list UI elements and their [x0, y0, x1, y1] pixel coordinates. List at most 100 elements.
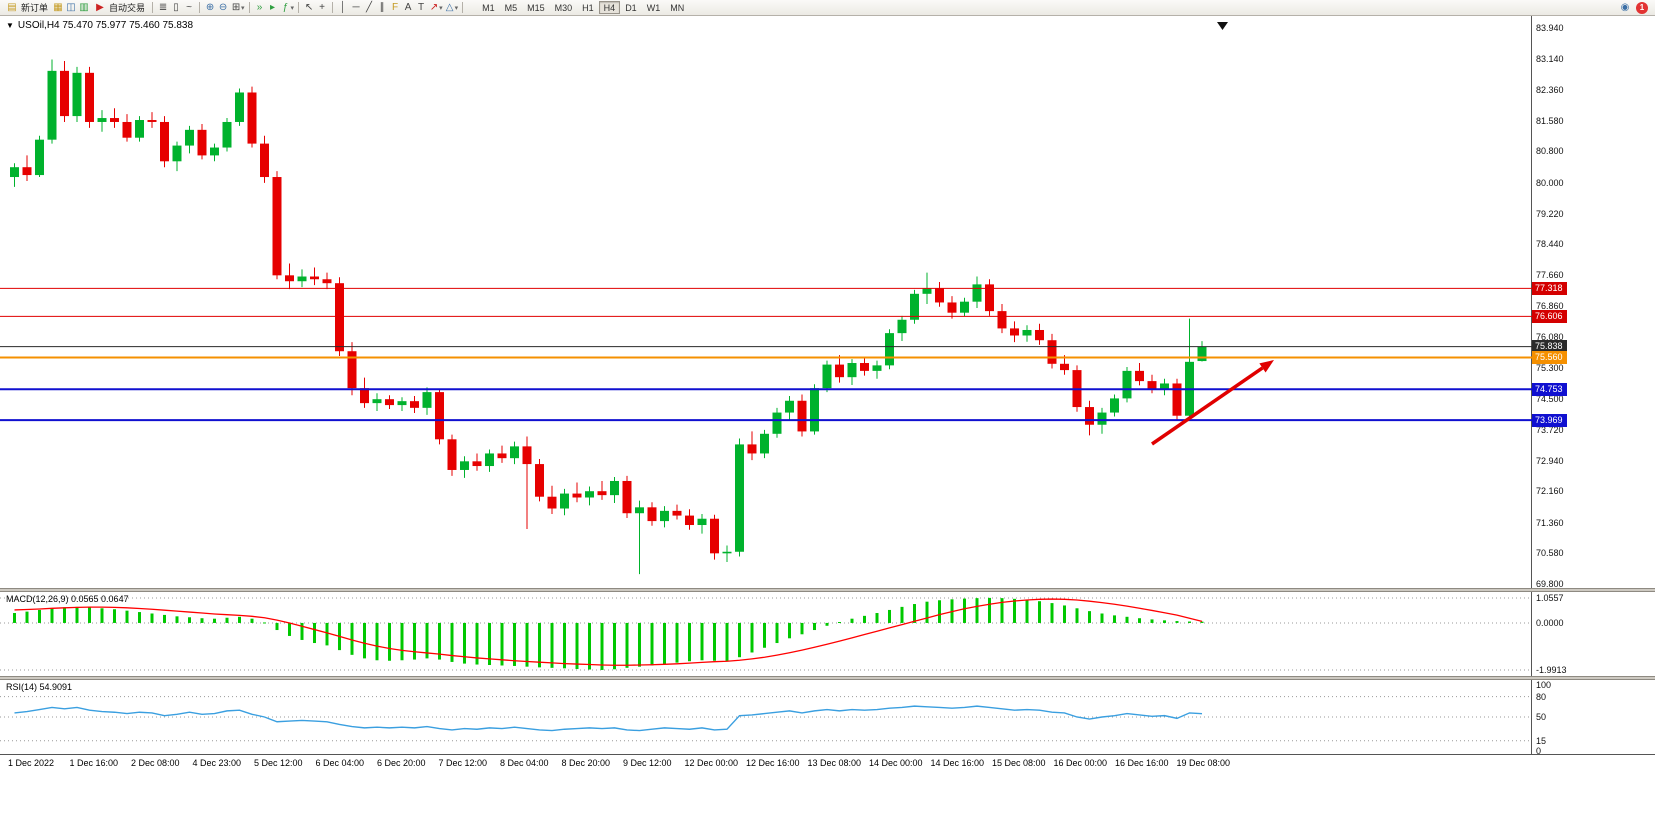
vertical-line-icon[interactable]: │ — [339, 1, 347, 13]
trendline-icon[interactable]: ╱ — [366, 1, 373, 13]
channel-icon[interactable]: ∥ — [379, 1, 385, 13]
bear-candle — [385, 399, 394, 406]
timeframe-button-m1[interactable]: M1 — [482, 3, 495, 13]
timeframe-button-m5[interactable]: M5 — [504, 3, 518, 13]
bear-candle — [147, 120, 157, 122]
crosshair-icon[interactable]: + — [319, 1, 325, 13]
horizontal-line-icon[interactable]: ─ — [352, 1, 360, 13]
rsi-indicator-chart[interactable] — [0, 680, 1532, 754]
macd-histogram-bar — [600, 622, 604, 670]
macd-histogram-bar — [638, 622, 641, 667]
auto-trading-button[interactable]: ▶ 自动交易 — [91, 1, 148, 15]
bull-candle — [10, 167, 19, 178]
trend-arrow-head[interactable] — [1259, 360, 1274, 373]
text-label-icon[interactable]: T — [418, 1, 425, 13]
text-icon[interactable]: A — [404, 1, 412, 13]
fibonacci-icon[interactable]: F — [392, 1, 399, 13]
new-order-button[interactable]: ▤ 新订单 — [3, 1, 51, 15]
chart-shift-marker[interactable] — [1217, 22, 1228, 30]
macd-histogram-bar — [213, 618, 216, 623]
macd-indicator-chart[interactable] — [0, 592, 1532, 676]
bear-candle — [647, 507, 657, 522]
price-scale[interactable]: 83.940 83.140 82.360 81.580 80.800 80.000 79.2… — [1532, 16, 1654, 589]
bear-candle — [1060, 363, 1069, 371]
trend-arrow-shaft[interactable] — [1151, 366, 1264, 446]
navigator-icon[interactable]: ▥ — [79, 1, 89, 13]
macd-histogram-bar — [913, 604, 916, 623]
macd-histogram-bar — [763, 622, 766, 648]
arrows-icon[interactable]: ↗ — [429, 1, 439, 13]
main-plot-area[interactable]: ▼ USOil,H4 75.470 75.977 75.460 75.838 — [0, 16, 1532, 588]
macd-histogram-bar — [175, 616, 179, 623]
macd-histogram-bar — [775, 622, 779, 644]
new-order-icon: ▤ — [7, 1, 17, 13]
bear-candle — [335, 283, 344, 352]
bear-candle — [110, 118, 119, 122]
macd-histogram-bar — [150, 613, 154, 623]
candlestick-chart[interactable] — [0, 16, 1532, 588]
price-tag-74.753: 74.753 — [1532, 382, 1567, 396]
chart-shift-icon[interactable]: ▸ — [270, 1, 276, 13]
indicators-caret-icon[interactable]: ▾ — [290, 4, 295, 12]
macd-tick: -1.9913 — [1536, 665, 1567, 675]
macd-tick: 0.0000 — [1536, 617, 1564, 628]
bear-candle — [60, 70, 69, 117]
zoom-out-icon[interactable]: ⊖ — [218, 1, 228, 13]
bull-candle — [660, 510, 669, 522]
timeframe-button-m15[interactable]: M15 — [527, 3, 545, 13]
rsi-plot-area[interactable]: RSI(14) 54.9091 — [0, 680, 1532, 754]
shapes-icon[interactable]: △ — [445, 1, 454, 13]
macd-histogram-bar — [725, 622, 729, 662]
tile-windows-icon[interactable]: ⊞ — [231, 1, 241, 13]
rsi-label: RSI(14) 54.9091 — [6, 682, 73, 692]
chart-icon: ▼ — [6, 21, 14, 30]
timeframe-button-h4[interactable]: H4 — [598, 1, 621, 14]
time-axis[interactable]: 1 Dec 2022 1 Dec 16:00 2 Dec 08:00 4 Dec 23… — [0, 754, 1655, 771]
macd-histogram-bar — [750, 622, 754, 653]
bear-candle — [672, 510, 682, 516]
arrows-caret-icon[interactable]: ▾ — [439, 4, 443, 12]
bear-candle — [497, 453, 507, 459]
candlestick-chart-icon[interactable]: ▯ — [173, 1, 179, 13]
bull-candle — [460, 461, 469, 470]
timeframe-button-m30[interactable]: M30 — [554, 3, 573, 13]
timeframe-button-d1[interactable]: D1 — [625, 3, 637, 13]
notification-badge[interactable]: 1 — [1636, 1, 1648, 14]
market-watch-icon[interactable]: ▦ — [53, 1, 63, 13]
tile-windows-caret-icon[interactable]: ▾ — [241, 4, 245, 12]
time-label: 14 Dec 16:00 — [930, 758, 985, 768]
rsi-scale[interactable]: 100 80 50 15 0 — [1532, 680, 1654, 756]
auto-scroll-icon[interactable]: » — [256, 1, 263, 13]
macd-histogram-bar — [925, 601, 929, 623]
timeframe-button-mn[interactable]: MN — [670, 3, 685, 13]
shapes-caret-icon[interactable]: ▾ — [454, 4, 459, 12]
bull-candle — [897, 319, 907, 334]
price-tick: 69.800 — [1536, 579, 1564, 589]
macd-scale[interactable]: 1.0557 0.0000 -1.9913 — [1532, 592, 1654, 676]
price-tag-75.838: 75.838 — [1532, 340, 1567, 354]
bull-candle — [872, 365, 882, 371]
data-window-icon[interactable]: ◫ — [66, 1, 76, 13]
cursor-icon[interactable]: ↖ — [304, 1, 314, 13]
rsi-tick: 15 — [1536, 735, 1547, 746]
bear-candle — [85, 72, 94, 122]
bar-chart-icon[interactable]: ≣ — [158, 1, 168, 13]
bull-candle — [1160, 383, 1169, 389]
search-icon[interactable]: ◉ — [1620, 1, 1630, 13]
panel-separator[interactable] — [0, 676, 1655, 680]
timeframe-button-w1[interactable]: W1 — [646, 3, 661, 13]
macd-histogram-bar — [513, 622, 516, 666]
line-chart-icon[interactable]: ~ — [186, 1, 192, 13]
macd-plot-area[interactable]: MACD(12,26,9) 0.0565 0.0647 — [0, 592, 1532, 676]
timeframe-button-h1[interactable]: H1 — [582, 3, 594, 13]
indicators-icon[interactable]: ƒ — [282, 1, 289, 13]
price-tick: 82.360 — [1536, 85, 1564, 96]
zoom-in-icon[interactable]: ⊕ — [205, 1, 215, 13]
macd-histogram-bar — [200, 618, 204, 623]
panel-separator[interactable] — [0, 588, 1655, 592]
macd-histogram-bar — [363, 622, 366, 659]
bull-candle — [635, 507, 644, 514]
macd-histogram-bar — [900, 606, 904, 623]
macd-histogram-bar — [975, 598, 979, 623]
time-label: 2 Dec 08:00 — [131, 758, 180, 768]
